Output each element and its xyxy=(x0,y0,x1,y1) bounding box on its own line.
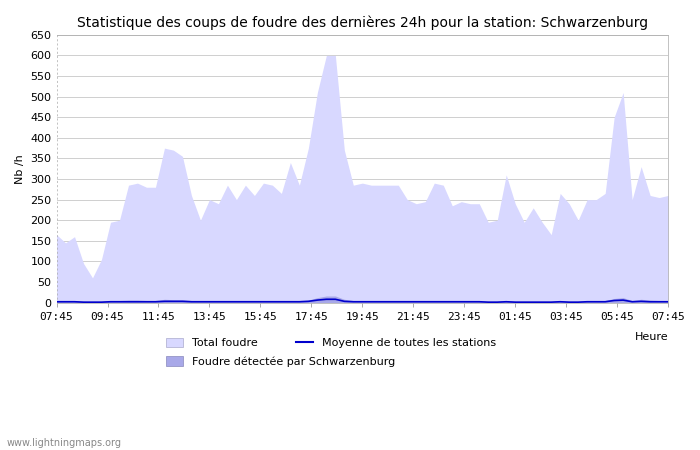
Title: Statistique des coups de foudre des dernières 24h pour la station: Schwarzenburg: Statistique des coups de foudre des dern… xyxy=(77,15,648,30)
Text: Heure: Heure xyxy=(634,332,668,342)
Y-axis label: Nb /h: Nb /h xyxy=(15,154,25,184)
Legend: Foudre détectée par Schwarzenburg: Foudre détectée par Schwarzenburg xyxy=(166,356,395,367)
Text: www.lightningmaps.org: www.lightningmaps.org xyxy=(7,438,122,448)
